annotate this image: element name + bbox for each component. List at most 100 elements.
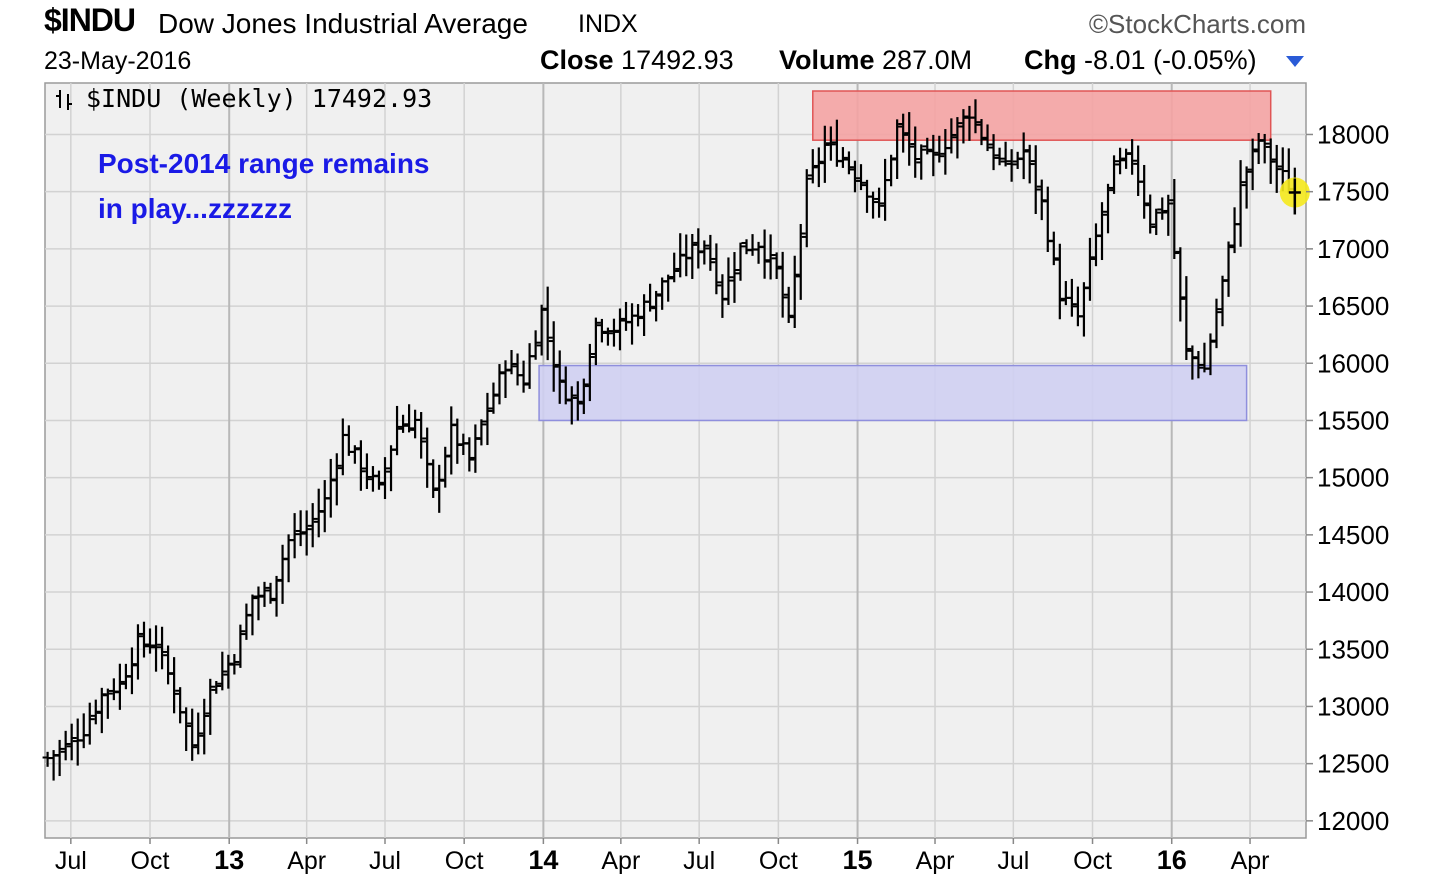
ohlc-bar bbox=[1127, 139, 1138, 175]
ohlc-bar bbox=[651, 290, 662, 322]
ohlc-bar bbox=[355, 440, 366, 491]
ohlc-bar bbox=[151, 625, 162, 672]
ohlc-bar bbox=[1193, 350, 1204, 379]
ohlc-bar bbox=[602, 327, 613, 346]
ohlc-bar bbox=[946, 118, 957, 154]
ohlc-bar bbox=[843, 151, 854, 175]
last-price-marker bbox=[1279, 177, 1310, 215]
y-tick-label: 12000 bbox=[1317, 806, 1389, 836]
x-tick-label: Oct bbox=[445, 847, 484, 875]
y-tick-label: 13000 bbox=[1317, 691, 1389, 721]
ohlc-bar bbox=[361, 453, 372, 489]
ohlc-bar bbox=[404, 404, 415, 433]
ohlc-bar bbox=[96, 687, 107, 734]
ohlc-bar bbox=[663, 274, 674, 302]
support-zone bbox=[538, 364, 1248, 422]
ohlc-bar bbox=[1271, 144, 1282, 193]
ohlc-bar bbox=[1103, 183, 1114, 234]
ohlc-bar bbox=[874, 187, 885, 218]
x-tick-label: 14 bbox=[528, 845, 558, 875]
ohlc-bar bbox=[868, 191, 879, 219]
chart-title: $INDU (Weekly) 17492.93 bbox=[86, 84, 432, 113]
ohlc-bar bbox=[922, 137, 933, 155]
ohlc-bar bbox=[536, 304, 547, 356]
price-bars bbox=[42, 99, 1300, 781]
ohlc-bar bbox=[771, 252, 782, 279]
ohlc-bar bbox=[398, 414, 409, 433]
ohlc-bar bbox=[1205, 333, 1216, 376]
ohlc-bar bbox=[1241, 166, 1252, 209]
ohlc-bar bbox=[373, 470, 384, 490]
ohlc-bar bbox=[157, 626, 168, 670]
ohlc-bar bbox=[982, 124, 993, 152]
brand-logo[interactable]: ©StockCharts.com bbox=[1089, 9, 1306, 40]
ohlc-bar bbox=[416, 412, 427, 459]
ohlc-bar bbox=[169, 657, 180, 714]
ohlc-bar bbox=[819, 125, 830, 183]
ohlc-bar bbox=[735, 242, 746, 281]
ohlc-bar bbox=[211, 680, 222, 694]
ohlc-bar bbox=[482, 392, 493, 446]
ohlc-bar bbox=[988, 134, 999, 171]
x-tick-label: Apr bbox=[287, 847, 326, 875]
ohlc-bar bbox=[66, 723, 77, 761]
close-stat: Close 17492.93 bbox=[540, 45, 734, 76]
x-tick-label: Apr bbox=[1231, 847, 1270, 875]
y-tick-label: 14000 bbox=[1317, 577, 1389, 607]
ohlc-bar bbox=[301, 510, 312, 556]
ohlc-bar bbox=[217, 651, 228, 691]
ohlc-bar bbox=[958, 109, 969, 144]
exchange-code: INDX bbox=[578, 10, 638, 38]
x-tick-label: 15 bbox=[843, 845, 873, 875]
resistance-zone bbox=[812, 90, 1272, 141]
ohlc-bar-icon bbox=[56, 90, 72, 110]
ohlc-bar bbox=[1157, 197, 1168, 220]
ohlc-bar bbox=[892, 119, 903, 179]
ohlc-bar bbox=[849, 160, 860, 193]
plot-area bbox=[44, 82, 1307, 839]
ohlc-bar bbox=[723, 257, 734, 305]
ohlc-bar bbox=[807, 149, 818, 184]
ohlc-bar bbox=[193, 712, 204, 755]
ohlc-bar bbox=[554, 350, 565, 404]
ohlc-bar bbox=[1151, 208, 1162, 236]
ohlc-bar bbox=[126, 647, 137, 695]
chevron-down-icon[interactable] bbox=[1286, 56, 1304, 67]
ohlc-bar bbox=[229, 654, 240, 675]
ohlc-bar bbox=[145, 628, 156, 654]
ohlc-bar bbox=[331, 453, 342, 506]
ohlc-bar bbox=[1115, 147, 1126, 175]
ohlc-bar bbox=[1175, 247, 1186, 322]
volume-label: Volume bbox=[779, 45, 875, 75]
ohlc-bar bbox=[518, 360, 529, 393]
ohlc-bar bbox=[669, 252, 680, 283]
y-tick-label: 18000 bbox=[1317, 119, 1389, 149]
x-axis: Jul Oct 13 Apr Jul Oct 14 Apr Jul Oct 15 Apr Jul Oct 1… bbox=[55, 838, 1270, 875]
copyright-icon: © bbox=[1088, 9, 1109, 39]
ohlc-bar bbox=[488, 382, 499, 414]
ohlc-bar bbox=[90, 699, 101, 725]
y-tick-label: 15000 bbox=[1317, 463, 1389, 493]
ohlc-bar bbox=[699, 240, 710, 265]
ohlc-bar bbox=[855, 164, 866, 191]
ohlc-bar bbox=[801, 169, 812, 248]
ohlc-bar bbox=[132, 624, 143, 680]
ohlc-bar bbox=[1084, 237, 1095, 301]
ohlc-bar bbox=[904, 112, 915, 166]
ohlc-bar bbox=[633, 304, 644, 327]
x-tick-label: Apr bbox=[916, 847, 955, 875]
ohlc-bar bbox=[614, 308, 625, 351]
y-tick-label: 14500 bbox=[1317, 520, 1389, 550]
x-tick-label: 16 bbox=[1157, 845, 1187, 875]
ohlc-bar bbox=[259, 581, 270, 607]
y-axis: 12000 12500 13000 13500 14000 14500 15000 15500… bbox=[1306, 119, 1389, 836]
ohlc-bar bbox=[1109, 155, 1120, 194]
ohlc-bar bbox=[247, 594, 258, 636]
ohlc-bar bbox=[1066, 278, 1077, 317]
ohlc-bar bbox=[476, 419, 487, 446]
ohlc-bar bbox=[349, 445, 360, 464]
ohlc-bar bbox=[1265, 138, 1276, 184]
ohlc-bar bbox=[307, 503, 318, 548]
x-tick-label: Apr bbox=[601, 847, 640, 875]
